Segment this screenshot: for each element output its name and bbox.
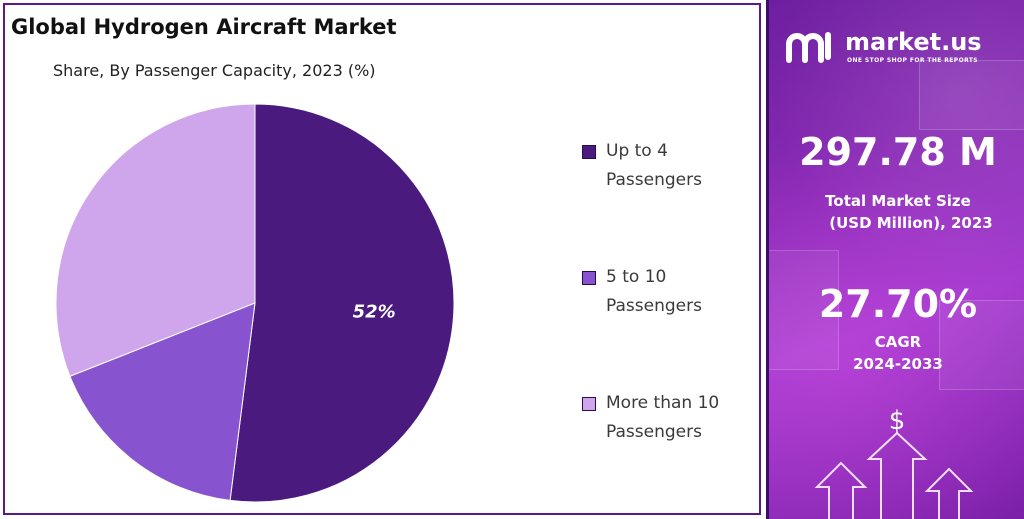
legend-label-line: 5 to 10 <box>606 267 667 287</box>
pie-chart: 52% <box>55 103 455 503</box>
brand-tagline: ONE STOP SHOP FOR THE REPORTS <box>847 57 979 64</box>
legend-label-line: Passengers <box>606 296 702 316</box>
summary-panel: market.us ONE STOP SHOP FOR THE REPORTS … <box>766 0 1024 519</box>
background-decoration <box>919 60 1024 130</box>
pie-slice-5-to-10 <box>69 302 256 501</box>
legend-label-line: More than 10 <box>606 393 720 413</box>
market-size-unit-label: (USD Million), 2023 <box>829 214 993 232</box>
brand-logo: market.us ONE STOP SHOP FOR THE REPORTS <box>785 26 1015 70</box>
cagr-label: CAGR <box>874 333 922 351</box>
chart-panel: Global Hydrogen Aircraft Market Share, B… <box>3 3 761 515</box>
pie-data-label: 52% <box>353 301 396 322</box>
chart-title: Global Hydrogen Aircraft Market <box>11 15 397 39</box>
legend-label-line: Passengers <box>606 170 702 190</box>
brand-name: market.us <box>845 28 982 56</box>
legend-label-line: Up to 4 <box>606 141 668 161</box>
legend-label-line: Passengers <box>606 422 702 442</box>
growth-arrows-icon: $ <box>814 406 974 519</box>
legend-swatch-more-than-10 <box>582 397 596 411</box>
legend-swatch-up-to-4 <box>582 145 596 159</box>
pie-slice-more-than-10 <box>55 103 256 377</box>
dollar-sign-icon: $ <box>889 406 906 436</box>
background-decoration <box>939 300 1024 390</box>
market-size-label: Total Market Size <box>825 192 971 210</box>
legend-swatch-5-to-10 <box>582 271 596 285</box>
cagr-period-label: 2024-2033 <box>853 355 943 373</box>
background-decoration <box>769 250 839 370</box>
market-size-value: 297.78 M <box>799 130 997 174</box>
market-us-logo-icon <box>786 32 831 63</box>
chart-subtitle: Share, By Passenger Capacity, 2023 (%) <box>53 61 376 80</box>
pie-slice-up-to-4 <box>229 103 455 503</box>
cagr-value: 27.70% <box>818 282 978 326</box>
